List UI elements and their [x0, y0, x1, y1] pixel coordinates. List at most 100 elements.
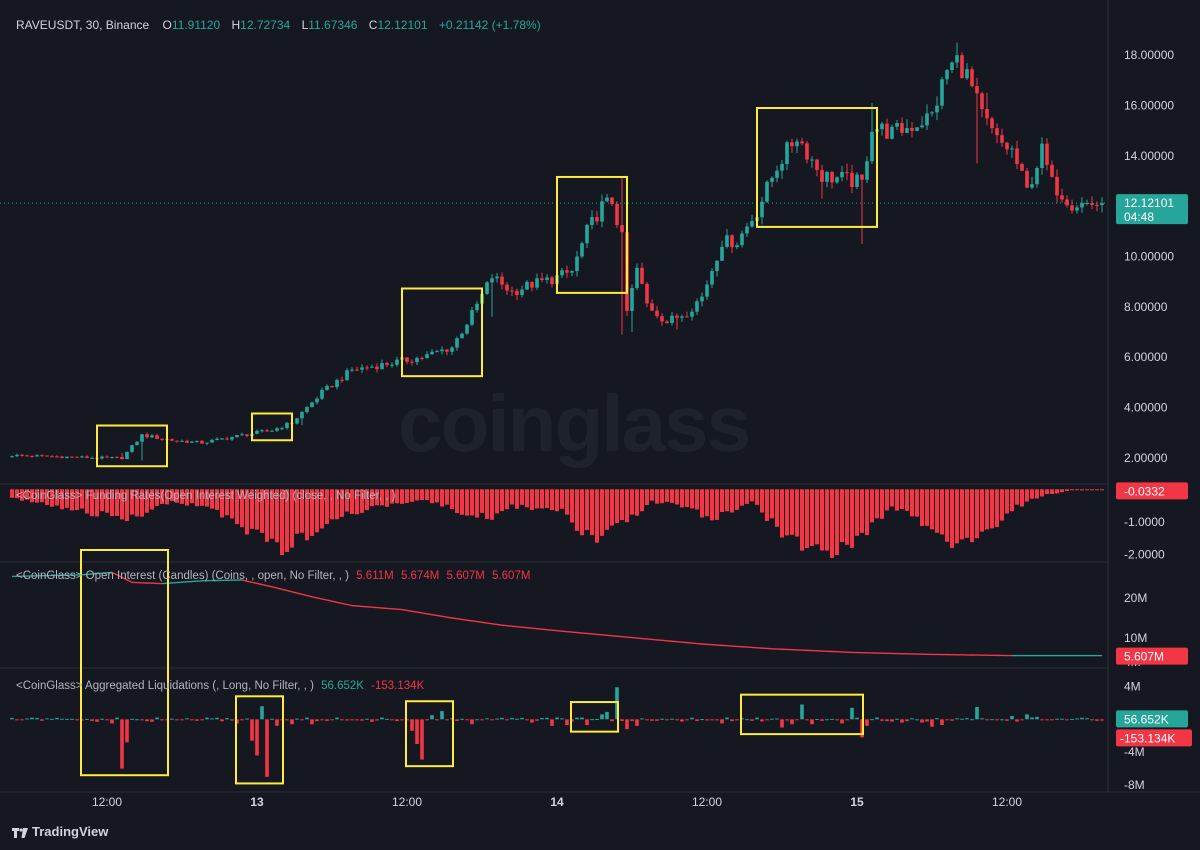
funding-bar-50	[260, 489, 264, 533]
candle-body-166	[840, 171, 844, 178]
price-tick-2: 6.00000	[1124, 350, 1168, 364]
funding-bar-186	[940, 489, 944, 535]
candle-body-52	[270, 430, 274, 432]
candle-body-23	[125, 451, 129, 460]
candle-body-51	[265, 430, 269, 432]
candle-body-82	[420, 357, 424, 359]
candle-body-58	[300, 412, 304, 419]
candle-body-105	[535, 278, 539, 288]
liq-bar-89	[455, 719, 459, 721]
liq-bar-163	[825, 719, 829, 721]
candle-body-76	[390, 364, 394, 366]
oi-seg-87	[441, 615, 448, 618]
funding-bar-21	[115, 489, 119, 516]
funding-bar-68	[350, 489, 354, 514]
liq-bar-176	[890, 719, 894, 722]
liq-bar-174	[880, 719, 884, 721]
candle-body-115	[585, 224, 589, 244]
funding-tick-0: -1.0000	[1124, 515, 1165, 529]
funding-bar-144	[730, 489, 734, 513]
candle-body-184	[930, 112, 934, 114]
candle-body-185	[935, 105, 939, 113]
candle-body-204	[1030, 184, 1034, 188]
funding-bar-84	[430, 489, 434, 504]
candle-body-191	[965, 69, 969, 79]
liq-bar-195	[985, 719, 989, 721]
liq-bar-157	[795, 719, 799, 721]
liq-bar-41	[215, 717, 219, 720]
close-value: 12.12101	[377, 18, 428, 32]
oi-current-label: 5.607M	[1124, 650, 1164, 664]
funding-bar-54	[280, 489, 284, 556]
candle-body-59	[305, 407, 309, 413]
oi-seg-55	[281, 588, 288, 592]
oi-seg-86	[436, 614, 443, 618]
liq-bar-158	[800, 704, 804, 720]
candle-body-144	[730, 235, 734, 248]
oi-seg-85	[431, 613, 438, 617]
candle-body-126	[640, 267, 644, 284]
candle-body-84	[430, 351, 434, 355]
candle-body-83	[425, 354, 429, 359]
funding-bar-181	[915, 489, 919, 517]
funding-bar-129	[655, 489, 659, 504]
funding-bar-87	[445, 489, 449, 505]
oi-value-1: 5.611M	[356, 570, 394, 582]
liq-bar-149	[755, 717, 759, 720]
candle-body-189	[955, 55, 959, 63]
funding-bar-200	[1010, 489, 1014, 512]
oi-seg-24	[126, 579, 133, 584]
liq-bar-143	[725, 717, 729, 720]
funding-bar-18	[100, 489, 104, 511]
liq-bar-185	[935, 718, 939, 720]
oi-seg-47	[241, 579, 248, 582]
candle-body-7	[45, 455, 49, 457]
funding-bar-67	[345, 489, 349, 512]
candle-body-132	[670, 315, 674, 324]
candle-body-217	[1095, 204, 1099, 206]
candle-body-92	[470, 310, 474, 325]
liq-bar-216	[1090, 719, 1094, 721]
candle-body-117	[595, 217, 599, 222]
funding-bar-8	[50, 489, 54, 507]
liq-bar-110	[560, 718, 564, 720]
liq-bar-198	[1000, 719, 1004, 721]
liquidations-title-row[interactable]: <CoinGlass> Aggregated Liquidations (, L…	[16, 680, 424, 692]
funding-bar-95	[485, 489, 489, 520]
liq-bar-100	[510, 717, 514, 720]
liq-bar-58	[300, 719, 304, 721]
funding-bar-206	[1040, 489, 1044, 497]
liq-bar-96	[490, 719, 494, 721]
time-tick-2: 12:00	[392, 795, 422, 809]
funding-bar-211	[1065, 489, 1069, 491]
funding-bar-28	[150, 489, 154, 510]
tradingview-logo[interactable]: TradingView	[12, 824, 108, 839]
funding-bar-14	[80, 489, 84, 509]
funding-bar-149	[755, 489, 759, 505]
candle-body-40	[210, 439, 214, 443]
funding-bar-182	[920, 489, 924, 527]
liq-bar-169	[855, 717, 859, 720]
candle-body-174	[880, 123, 884, 130]
candle-body-21	[115, 456, 119, 458]
liq-bar-99	[505, 719, 509, 721]
liq-bar-69	[355, 719, 359, 721]
funding-bar-198	[1000, 489, 1004, 521]
candle-body-150	[760, 201, 764, 218]
candle-body-19	[105, 456, 109, 458]
oi-seg-80	[406, 609, 413, 612]
candle-body-155	[785, 142, 789, 164]
funding-rates-title[interactable]: <CoinGlass> Funding Rates(Open Interest …	[16, 490, 396, 502]
liq-bar-36	[190, 719, 194, 721]
funding-bar-175	[885, 489, 889, 511]
funding-bar-20	[110, 489, 114, 517]
liq-bar-179	[905, 719, 909, 722]
candle-body-190	[960, 55, 964, 79]
candle-body-197	[995, 128, 999, 136]
price-tick-7: 16.00000	[1124, 99, 1174, 113]
funding-bar-173	[875, 489, 879, 519]
open-interest-title-row[interactable]: <CoinGlass> Open Interest (Candles) (Coi…	[16, 570, 530, 582]
candle-body-20	[110, 456, 114, 458]
liq-bar-204	[1030, 717, 1034, 720]
funding-bar-86	[440, 489, 444, 507]
